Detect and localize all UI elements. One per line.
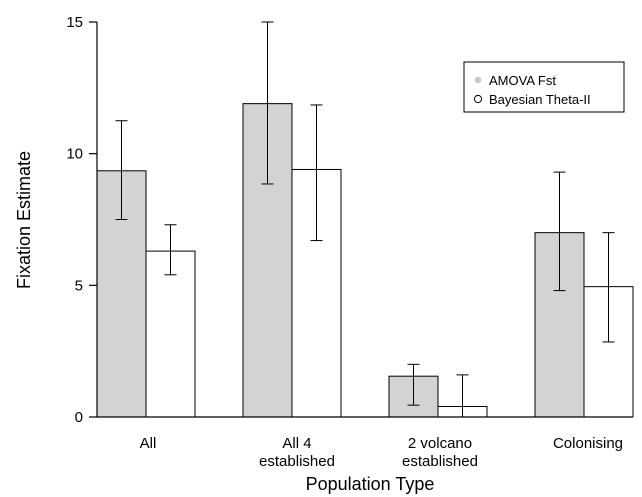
legend-box [463,61,625,113]
x-tick-label-3: Colonising [553,435,623,452]
bar-bayesian-0 [145,250,196,418]
x-axis-title: Population Type [306,474,435,494]
error-bar-amova-1 [261,21,274,185]
bars-layer [96,103,634,418]
y-tick-label-5: 5 [75,277,83,294]
y-tick-label-15: 15 [66,14,83,31]
error-bar-bayesian-1 [310,104,323,242]
error-bar-amova-3 [553,171,566,292]
y-axis-title: Fixation Estimate [14,151,34,289]
axes-layer [96,22,632,418]
legend-label-bayesian: Bayesian Theta-II [489,92,591,107]
legend-label-amova: AMOVA Fst [489,73,556,88]
error-bar-bayesian-3 [602,232,615,343]
x-tick-labels: All All 4 established 2 volcano established C… [140,435,623,470]
x-tick-label-0: All [140,435,157,452]
legend-marker-amova [474,76,482,84]
y-tick-label-0: 0 [75,409,83,426]
legend: AMOVA Fst Bayesian Theta-II [463,61,625,113]
x-tick-label-1: All 4 established [259,435,335,470]
legend-marker-bayesian [473,94,483,104]
error-bar-amova-2 [407,363,420,406]
y-ticks: 0 5 10 15 [66,14,97,426]
y-tick-label-10: 10 [66,146,83,163]
x-tick-label-2: 2 volcano established [402,435,478,470]
error-bar-amova-0 [115,120,128,220]
error-bar-bayesian-0 [164,224,177,276]
